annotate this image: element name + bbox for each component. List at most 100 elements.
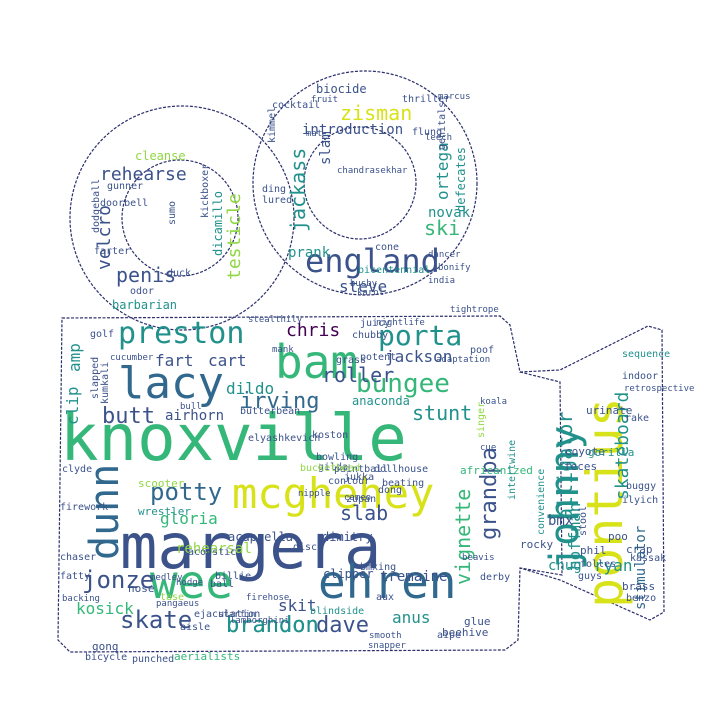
cloud-word: intertwine [507,440,518,500]
cloud-word: slapped [90,357,101,399]
cloud-word: cue [480,443,496,453]
cloud-word: chubby [352,330,388,341]
cloud-word: cart [208,351,247,370]
cloud-word: dave [316,613,369,638]
cloud-word: beating [382,478,424,489]
cloud-word: slab [340,501,388,525]
cloud-word: jukka [344,472,374,483]
cloud-word: kumkali [100,362,111,404]
cloud-word: potty [150,478,222,506]
cloud-word: duck [167,268,191,279]
cloud-word: testicle [224,193,245,280]
cloud-word: wee [150,555,233,609]
cloud-word: smooth [369,631,402,641]
cloud-word: amp [65,343,84,372]
cloud-word: novak [428,205,471,221]
cloud-word: bicycle [85,652,127,663]
right-reel-hub-outline [303,126,417,240]
cloud-word: ehren [318,555,456,609]
camera-outline [57,70,665,653]
cloud-word: rehearsal [176,541,252,557]
cloud-word: anus [392,608,431,627]
cloud-word: koston [312,430,348,441]
cloud-word: firehose [246,593,289,603]
cloud-word: gorilla [588,446,634,459]
cloud-word: stimulator [633,526,649,610]
cloud-word: sumo [167,201,178,225]
cloud-word: airhorn [165,408,224,424]
cloud-word: gunner [107,181,143,192]
cloud-word: dodgeball [91,179,102,233]
cloud-word: kassak [630,553,666,564]
cloud-word: gilda [318,462,348,473]
cloud-word: margera [120,510,381,583]
cloud-word: steve [339,277,387,296]
cloud-word: cameo [344,493,371,503]
cloud-word: odor [130,286,154,297]
cloud-word: benzo [626,593,656,604]
cloud-word: rehearse [100,164,187,185]
cloud-word: disco [293,542,323,553]
cloud-word: indoor [622,371,658,382]
cloud-word: backing [62,594,100,604]
cloud-word: irving [240,389,319,414]
cloud-word: bungee [356,369,450,399]
right-reel-outline [252,70,478,296]
cloud-word: lacy [118,358,224,409]
cloud-word: adaptation [436,355,490,365]
cloud-word: brandon [226,613,319,638]
cloud-word: acoustic [188,547,236,558]
cloud-word: stunt [412,401,472,425]
cloud-word: koala [480,397,507,407]
cloud-word: tremaine [380,569,447,585]
cloud-word: cone [375,242,399,253]
cloud-word: convenience [536,469,547,535]
camera-body-outline [57,315,665,653]
cloud-word: ortega [433,142,452,200]
cloud-word: butt [102,404,155,429]
cloud-word: roller [322,363,394,387]
cloud-word: defecates [454,147,468,212]
cloud-word: flung [412,127,442,138]
cloud-word: lured [262,195,292,206]
cloud-word: kosick [76,599,134,618]
cloud-word: dunn [82,464,128,560]
cloud-word: dancer [428,250,461,260]
cloud-word: clipper [323,567,374,581]
cloud-word: ball [210,579,234,590]
cloud-word: mat [306,129,322,139]
cloud-word: busby [350,279,378,289]
cloud-word: leech [425,133,452,143]
cloud-word: stool [578,506,589,536]
cloud-word: marcus [438,92,471,102]
cloud-word: farter [94,246,130,257]
cloud-word: beehive [442,626,488,639]
cloud-word: bmxing [360,562,396,573]
cloud-word: pontius [576,397,634,608]
cloud-word: skateboard [612,392,633,500]
cloud-word: glue [464,615,491,628]
cloud-word: zisman [340,101,412,125]
cloud-word: chandrasekhar [337,166,408,176]
cloud-word: chris [286,320,340,341]
cloud-word: rocky [520,538,553,551]
cloud-word: nipple [298,489,331,499]
cloud-word: zupan [346,494,376,505]
cloud-word: brass [622,580,655,593]
cloud-word: ilyich [622,495,658,506]
cloud-word: firework [60,502,108,513]
cloud-word: fart [155,351,194,370]
cloud-word: phil [580,544,607,557]
cloud-word: clip [63,386,82,425]
cloud-word: hoffman [565,503,584,570]
cloud-word: nightlife [376,318,425,328]
cloud-word: folles [580,559,616,570]
cloud-word: chug [548,558,582,574]
cloud-word: sequence [622,349,670,360]
cloud-word: slam [318,131,334,165]
cloud-word: knoxville [60,402,407,476]
cloud-word: porta [378,319,462,352]
cloud-word: dildo [226,379,274,398]
cloud-word: crap [626,543,653,556]
